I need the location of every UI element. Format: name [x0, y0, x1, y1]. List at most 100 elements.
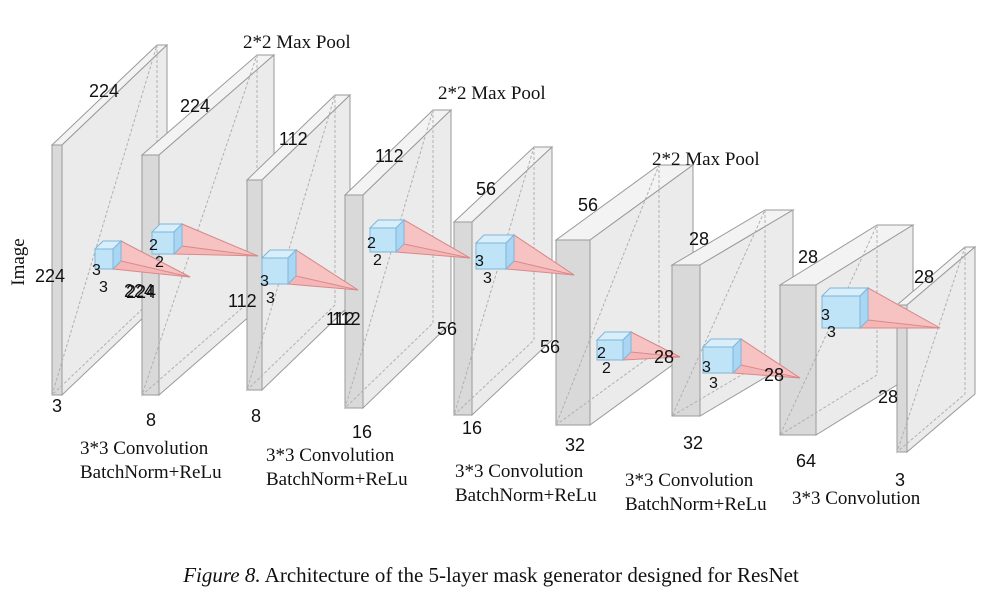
layer-hidden-edge	[895, 246, 966, 454]
input-image-label: Image	[8, 238, 29, 285]
pool-label-2: 2*2 Max Pool	[438, 83, 546, 104]
feature-map-layer-4	[343, 108, 453, 410]
layer-front-face	[141, 154, 160, 396]
layer-front-face	[555, 239, 591, 426]
kernel-1-b: 3	[99, 279, 108, 296]
layer-front-face	[246, 179, 263, 391]
op-label-4-line1: 3*3 Convolution	[625, 470, 754, 491]
kernel-5-b: 3	[483, 270, 492, 287]
feature-map-layers	[50, 43, 977, 454]
kernel-1-a: 3	[92, 262, 101, 279]
kernel-8-b: 3	[827, 324, 836, 341]
kernel-7	[701, 337, 801, 379]
layer-hidden-edge	[670, 209, 766, 418]
tensor-3-width: 112	[228, 291, 257, 311]
feature-map-layer-5	[452, 145, 554, 417]
kernel-7-b: 3	[709, 375, 718, 392]
convolution-kernels	[93, 218, 941, 379]
kernel-1	[93, 239, 191, 278]
tensor-4-width: 112	[326, 309, 355, 329]
feature-map-layer-8	[778, 224, 915, 437]
kernel-5	[474, 233, 575, 276]
tensor-9-width: 28	[878, 387, 898, 407]
feature-map-layer-3	[245, 93, 352, 392]
kernel-6-b: 2	[602, 360, 611, 377]
tensor-2-channels: 8	[146, 410, 156, 430]
op-label-1-line2: BatchNorm+ReLu	[80, 462, 222, 483]
op-label-3-line2: BatchNorm+ReLu	[455, 485, 597, 506]
kernel-cube-front	[702, 346, 734, 374]
tensor-5-width: 56	[437, 319, 457, 339]
op-label-2-line1: 3*3 Convolution	[266, 445, 395, 466]
tensor-2-height: 224	[180, 96, 210, 116]
op-label-3-line1: 3*3 Convolution	[455, 461, 584, 482]
kernel-5-a: 3	[475, 253, 484, 270]
kernel-cube-front	[261, 257, 289, 285]
kernel-7-a: 3	[702, 359, 711, 376]
kernel-3-b: 3	[266, 290, 275, 307]
layer-front-face	[344, 194, 364, 409]
kernel-6-a: 2	[597, 345, 606, 362]
layer-hidden-edge	[343, 109, 434, 410]
tensor-4-height: 112	[375, 146, 404, 166]
kernel-2	[150, 222, 259, 257]
caption-prefix: Figure 8.	[182, 563, 260, 587]
tensor-8-channels: 64	[796, 451, 816, 471]
tensor-1-width: 224	[35, 266, 65, 286]
kernel-cube-front	[94, 248, 114, 270]
tensor-4-channels: 16	[352, 422, 372, 442]
tensor-1-height: 224	[89, 81, 119, 101]
kernel-3-target: 112	[332, 309, 361, 329]
tensor-6-width: 56	[540, 337, 560, 357]
kernel-3-a: 3	[260, 273, 269, 290]
op-label-4-line2: BatchNorm+ReLu	[625, 494, 767, 515]
tensor-5-channels: 16	[462, 418, 482, 438]
tensor-6-channels: 32	[565, 435, 585, 455]
layer-hidden-edge	[452, 146, 535, 417]
kernel-4	[368, 218, 471, 259]
kernel-cube-front	[821, 295, 861, 329]
tensor-2-width: 224	[126, 282, 156, 302]
figure-caption: Figure 8. Architecture of the 5-layer ma…	[182, 563, 799, 587]
kernel-4-a: 2	[367, 235, 376, 252]
kernel-6	[595, 330, 681, 362]
kernel-2-b: 2	[155, 254, 164, 271]
op-label-5-line1: 3*3 Convolution	[792, 488, 921, 509]
kernel-3	[260, 248, 359, 291]
layer-front-face	[51, 144, 63, 396]
kernel-7-target: 28	[764, 365, 784, 385]
tensor-3-channels: 8	[251, 406, 261, 426]
layer-front-face	[896, 304, 908, 453]
kernel-cube-front	[475, 242, 507, 270]
tensor-7-channels: 32	[683, 433, 703, 453]
layer-front-face	[779, 284, 817, 436]
kernel-2-a: 2	[149, 237, 158, 254]
pool-label-1: 2*2 Max Pool	[243, 32, 351, 53]
pool-label-3: 2*2 Max Pool	[652, 149, 760, 170]
tensor-5-height: 56	[476, 179, 496, 199]
layer-front-face	[453, 221, 473, 416]
kernel-8	[820, 286, 941, 330]
tensor-6-height: 56	[578, 195, 598, 215]
kernel-cube-front	[151, 231, 175, 255]
kernel-6-target: 28	[654, 347, 674, 367]
tensor-3-height: 112	[279, 129, 308, 149]
layer-hidden-edge	[554, 164, 660, 427]
tensor-8-height: 28	[798, 247, 818, 267]
tensor-9-height: 28	[914, 267, 934, 287]
feature-map-layer-9	[895, 245, 977, 454]
feature-map-layer-1	[50, 43, 169, 397]
kernel-cube-front	[369, 227, 397, 253]
kernel-4-b: 2	[373, 252, 382, 269]
tensor-1-channels: 3	[52, 396, 62, 416]
tensor-7-height: 28	[689, 229, 709, 249]
op-label-1-line1: 3*3 Convolution	[80, 438, 209, 459]
layer-front-face	[671, 264, 701, 417]
kernel-cube-front	[596, 339, 624, 361]
tensor-9-channels: 3	[895, 470, 905, 490]
op-label-2-line2: BatchNorm+ReLu	[266, 469, 408, 490]
kernel-8-a: 3	[821, 307, 830, 324]
layer-hidden-edge	[245, 94, 336, 392]
caption-text: Architecture of the 5-layer mask generat…	[265, 563, 799, 587]
